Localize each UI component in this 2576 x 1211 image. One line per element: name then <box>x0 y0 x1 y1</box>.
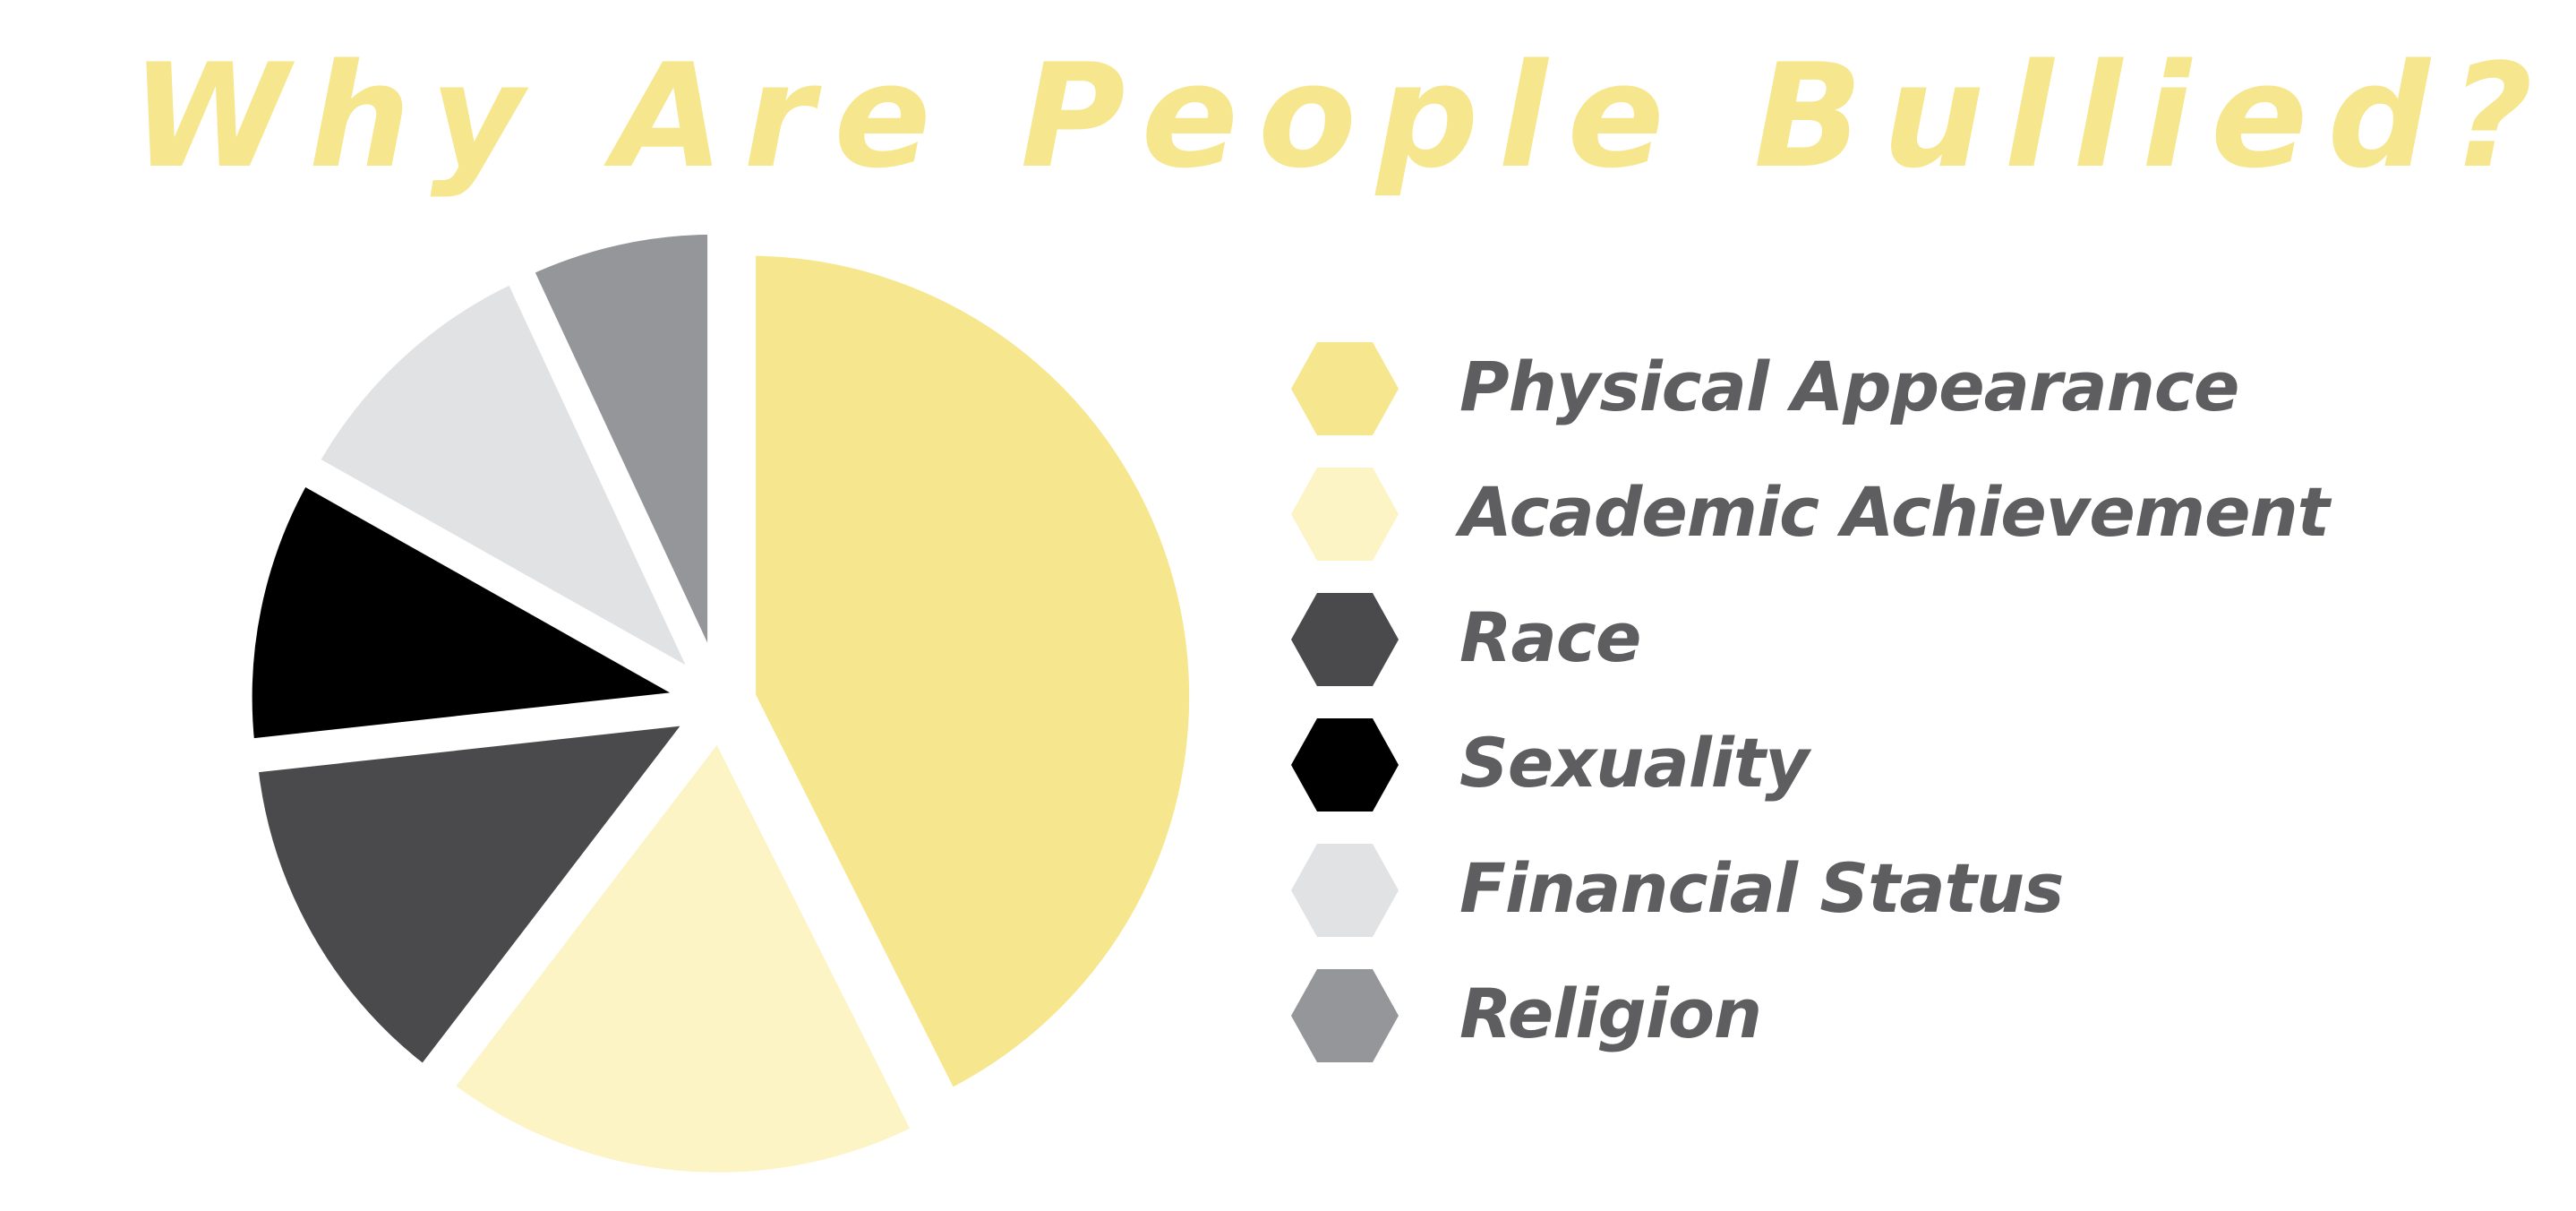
legend-label: Sexuality <box>1459 723 1810 803</box>
legend-item-academic-achievement: Academic Achievement <box>1289 466 2453 564</box>
pie-slice-academic-achievement <box>435 717 929 1187</box>
pie-slice-physical-appearance <box>741 241 1204 1106</box>
legend-label: Race <box>1459 597 1641 677</box>
pie-slice-financial-status <box>301 266 718 700</box>
legend-item-sexuality: Sexuality <box>1289 717 2453 815</box>
legend-label: Academic Achievement <box>1459 472 2330 552</box>
legend-hexagon-icon <box>1291 468 1399 561</box>
chart-title: Why Are People Bullied? <box>131 32 2553 200</box>
legend-hexagon-icon <box>1291 593 1399 686</box>
legend-hexagon-icon <box>1291 844 1399 937</box>
legend-label: Physical Appearance <box>1459 347 2239 426</box>
legend-label: Financial Status <box>1459 848 2064 928</box>
legend-item-financial-status: Financial Status <box>1289 842 2453 940</box>
legend-hexagon-icon <box>1291 718 1399 812</box>
legend-label: Religion <box>1459 974 1762 1053</box>
legend-hexagon-icon <box>1291 969 1399 1062</box>
pie-slice-race <box>243 708 712 1083</box>
legend-item-physical-appearance: Physical Appearance <box>1289 340 2453 439</box>
legend-hexagon-icon <box>1291 342 1399 435</box>
legend-item-religion: Religion <box>1289 967 2453 1066</box>
pie-slice-religion <box>516 219 723 679</box>
pie-slice-sexuality <box>237 468 716 754</box>
legend-item-race: Race <box>1289 591 2453 690</box>
